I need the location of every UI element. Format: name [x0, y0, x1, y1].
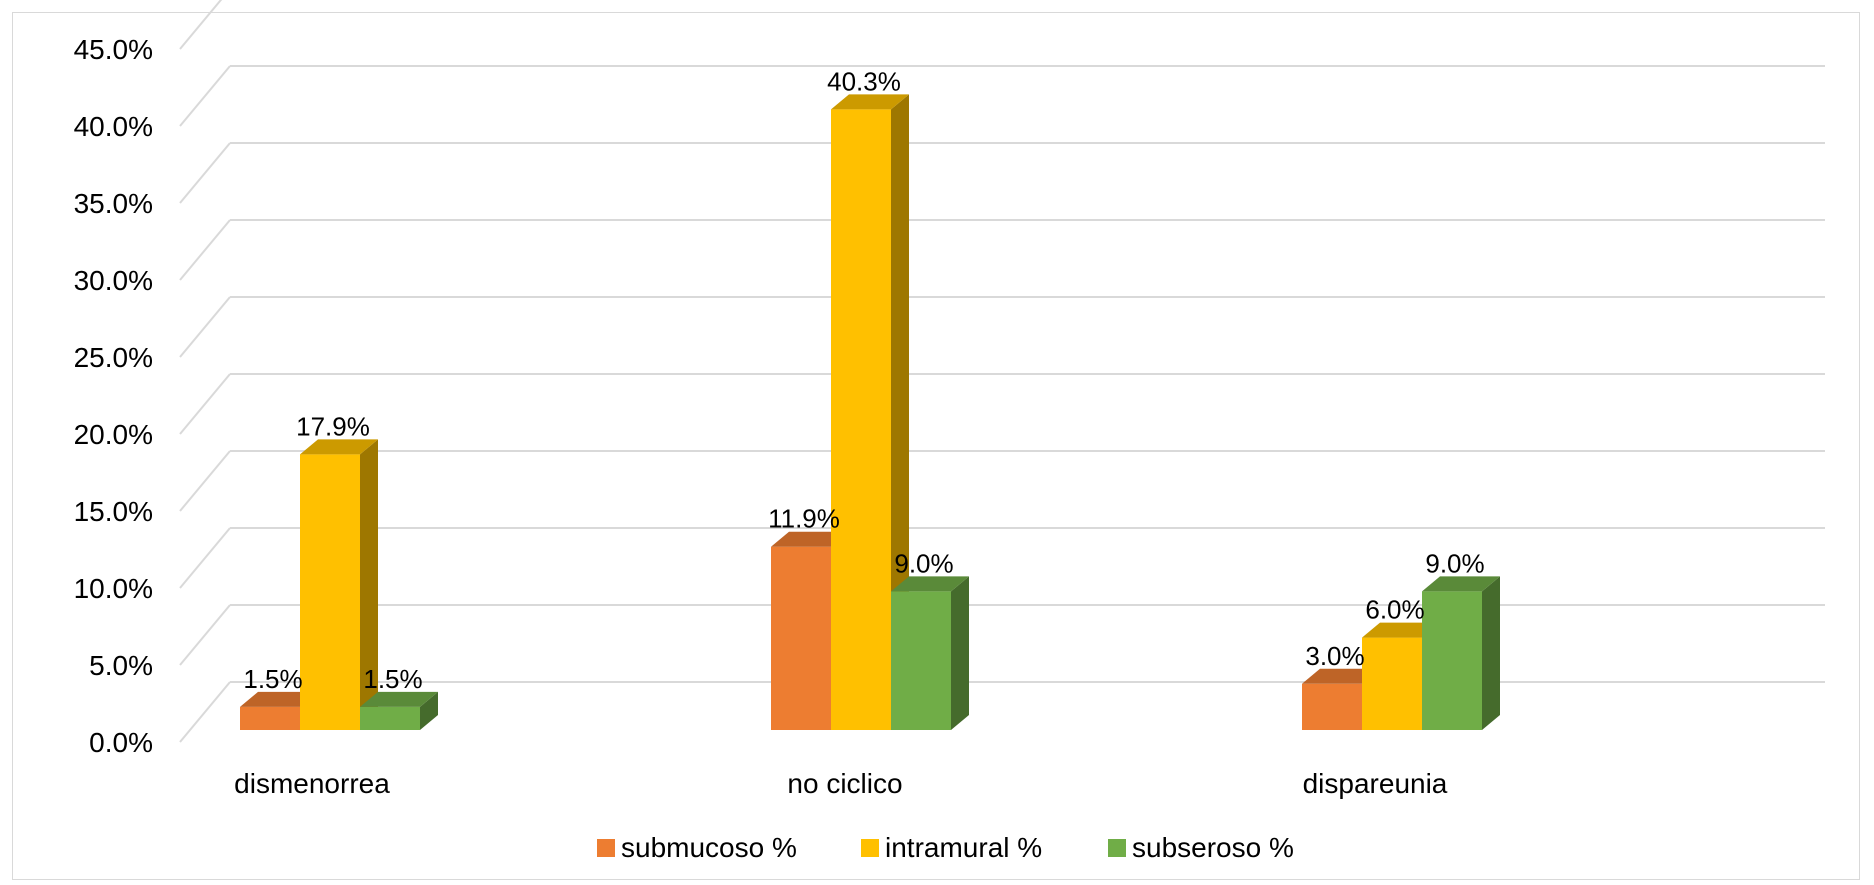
data-label: 11.9% — [768, 504, 840, 534]
y-tick-label: 20.0% — [74, 419, 153, 450]
gridline-diagonal — [179, 681, 231, 743]
legend-item: submucoso % — [597, 832, 797, 863]
bar-front — [240, 706, 300, 730]
gridline-diagonal — [179, 373, 231, 435]
x-category-label: no ciclico — [787, 768, 902, 799]
bar-subseroso-dismenorrea — [360, 691, 438, 730]
bar-subseroso-no-ciclico — [891, 576, 969, 730]
bar-side — [891, 94, 909, 730]
legend-swatch — [597, 839, 615, 857]
bar-top — [360, 691, 438, 707]
bars — [240, 94, 1500, 730]
x-axis: dismenorrea no ciclico dispareunia — [234, 768, 1448, 799]
bar-side — [360, 439, 378, 730]
bar-top — [1422, 576, 1500, 592]
bar-front — [831, 109, 891, 730]
legend-label: submucoso % — [621, 832, 797, 863]
gridline-diagonal — [179, 296, 231, 358]
gridline-diagonal — [179, 450, 231, 512]
bar-top — [771, 531, 849, 547]
y-tick-label: 15.0% — [74, 496, 153, 527]
bar-front — [771, 546, 831, 730]
gridlines — [179, 0, 1825, 743]
bar-front — [891, 591, 951, 730]
gridline-diagonal — [179, 142, 231, 204]
gridline-diagonal — [179, 527, 231, 589]
data-label: 1.5% — [363, 664, 422, 694]
bar-top — [891, 576, 969, 592]
y-axis: 0.0% 5.0% 10.0% 15.0% 20.0% 25.0% 30.0% 35.0% 40… — [74, 34, 153, 758]
data-labels: 1.5%17.9%1.5%11.9%40.3%9.0%3.0%6.0%9.0% — [243, 66, 1484, 694]
y-tick-label: 25.0% — [74, 342, 153, 373]
bar-top — [831, 94, 909, 110]
x-category-label: dismenorrea — [234, 768, 390, 799]
y-tick-label: 40.0% — [74, 111, 153, 142]
bar-intramural-dismenorrea — [300, 439, 378, 730]
data-label: 9.0% — [1425, 548, 1484, 578]
legend: submucoso % intramural % subseroso % — [597, 832, 1294, 863]
y-tick-label: 10.0% — [74, 573, 153, 604]
legend-label: intramural % — [885, 832, 1042, 863]
bar-front — [360, 706, 420, 730]
y-tick-label: 45.0% — [74, 34, 153, 65]
y-tick-label: 35.0% — [74, 188, 153, 219]
legend-swatch — [1108, 839, 1126, 857]
gridline-diagonal — [179, 0, 223, 50]
bar-top — [240, 691, 318, 707]
bar-top — [300, 439, 378, 455]
gridline-diagonal — [179, 604, 231, 666]
chart-frame — [12, 12, 1860, 880]
data-label: 1.5% — [243, 664, 302, 694]
data-label: 3.0% — [1305, 641, 1364, 671]
bar-top — [1362, 622, 1440, 638]
bar-side — [420, 691, 438, 730]
bar-front — [1302, 683, 1362, 730]
bar-front — [1362, 637, 1422, 730]
bar-front — [300, 454, 360, 730]
y-tick-label: 0.0% — [89, 727, 153, 758]
x-category-label: dispareunia — [1303, 768, 1448, 799]
data-label: 6.0% — [1365, 595, 1424, 625]
bar-top — [1302, 668, 1380, 684]
legend-item: subseroso % — [1108, 832, 1294, 863]
bar-front — [1422, 591, 1482, 730]
gridline-diagonal — [179, 65, 231, 127]
data-label: 17.9% — [296, 411, 370, 441]
bar-side — [951, 576, 969, 730]
y-tick-label: 5.0% — [89, 650, 153, 681]
legend-label: subseroso % — [1132, 832, 1294, 863]
data-label: 9.0% — [894, 548, 953, 578]
data-label: 40.3% — [827, 66, 901, 96]
legend-item: intramural % — [861, 832, 1042, 863]
legend-swatch — [861, 839, 879, 857]
bar-side — [1482, 576, 1500, 730]
y-tick-label: 30.0% — [74, 265, 153, 296]
gridline-diagonal — [179, 219, 231, 281]
bar-intramural-no-ciclico — [831, 94, 909, 730]
bar-subseroso-dispareunia — [1422, 576, 1500, 730]
